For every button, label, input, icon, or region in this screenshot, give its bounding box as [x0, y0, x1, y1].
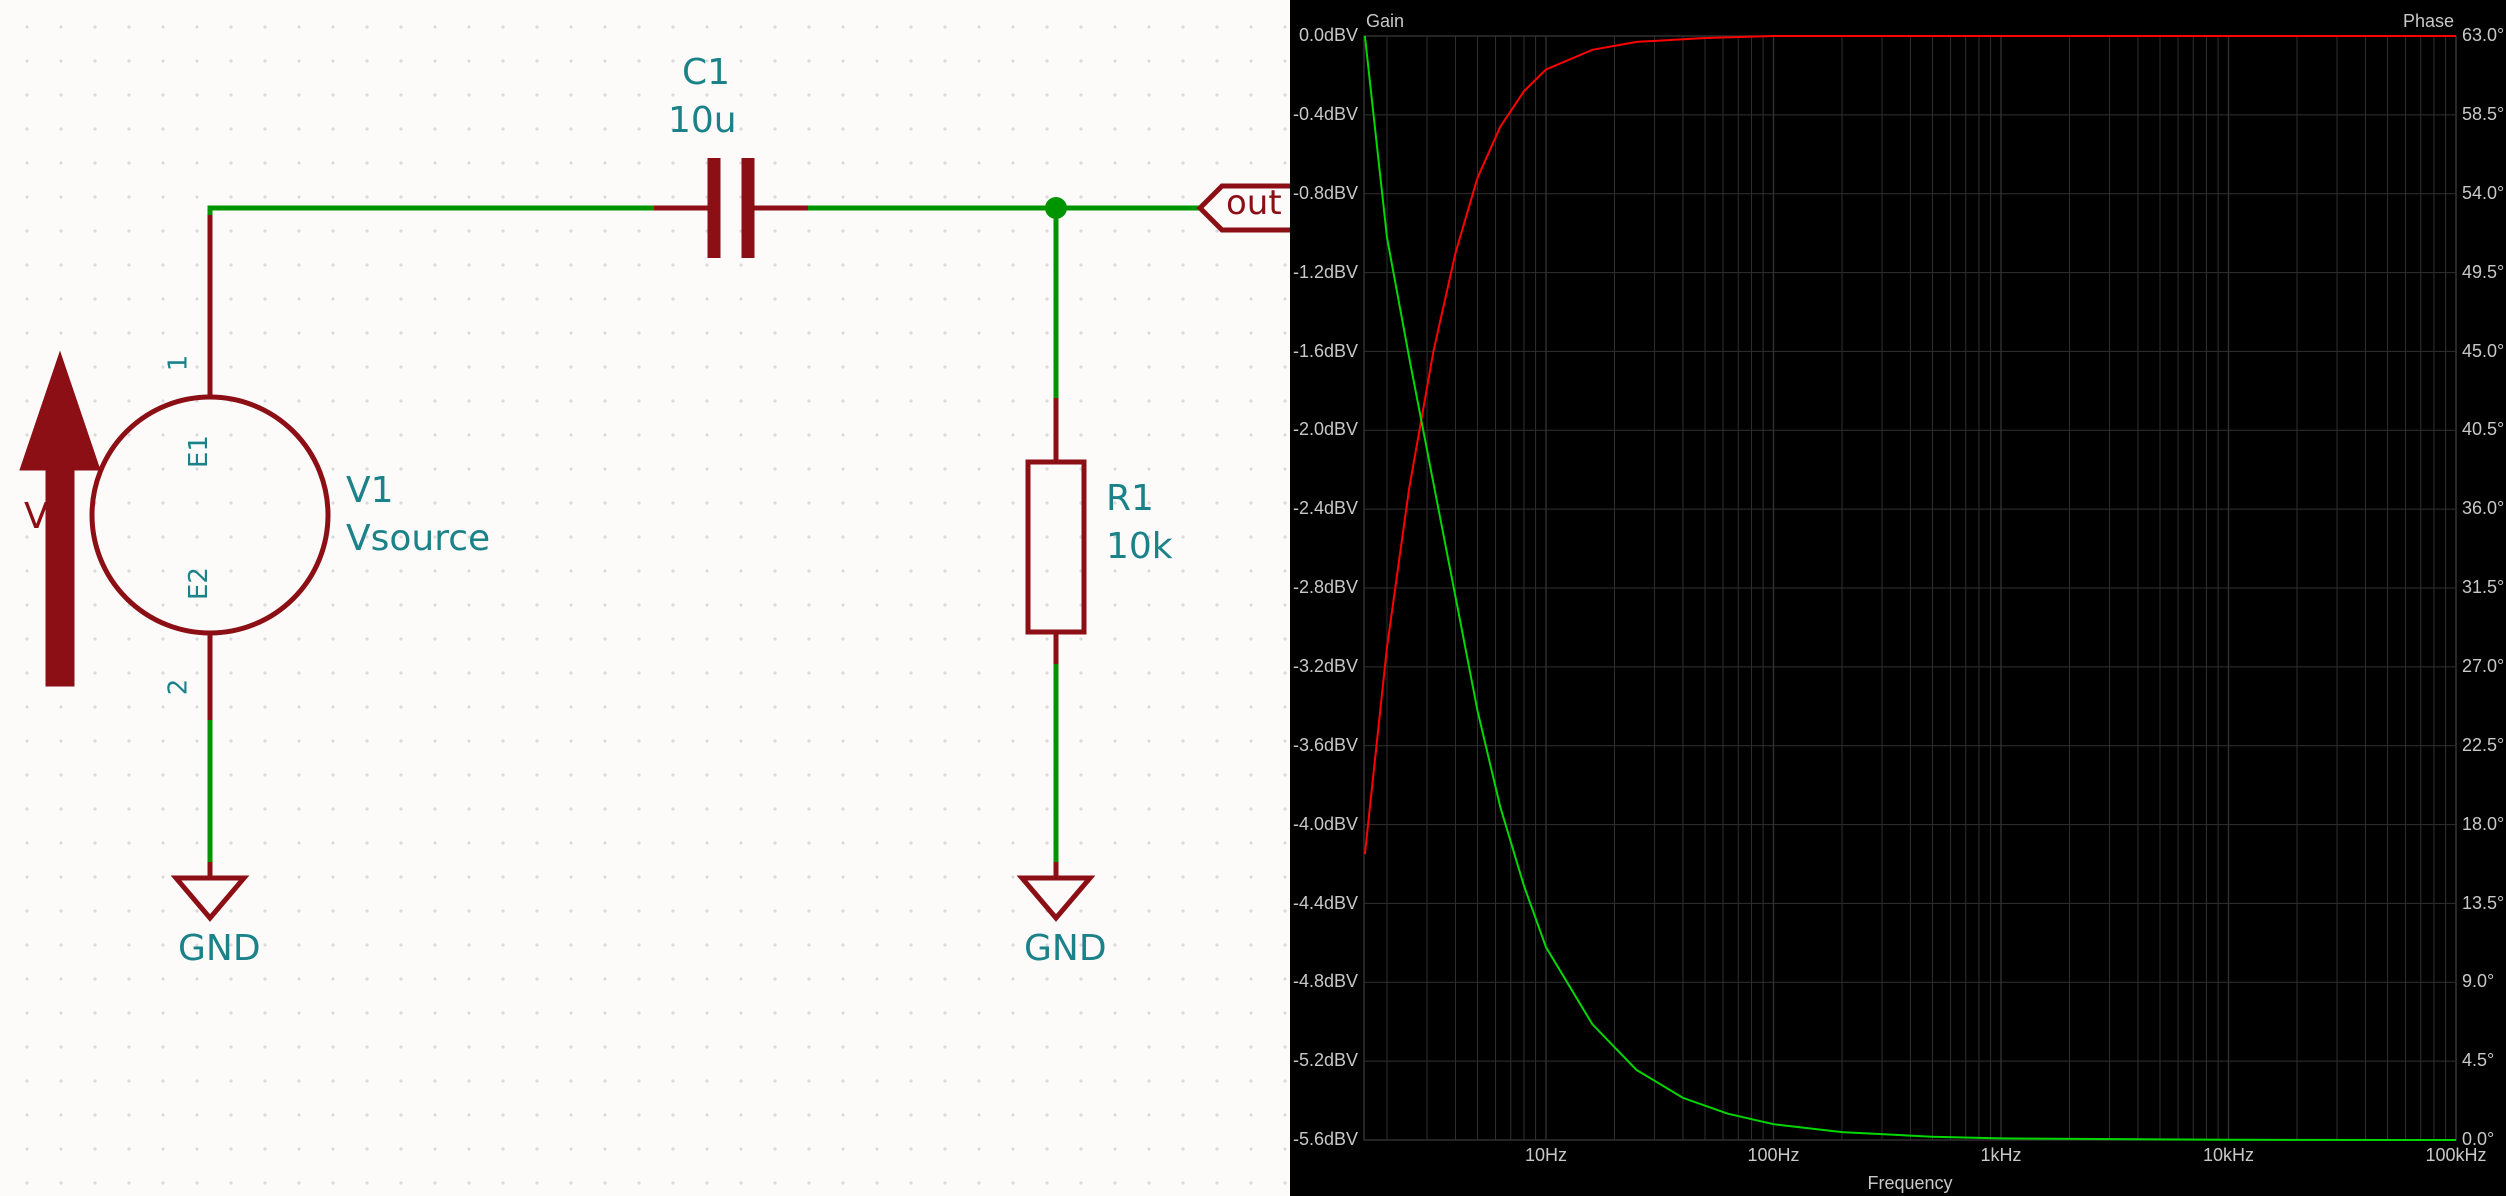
xl-100kHz: 100kHz	[2425, 1145, 2486, 1166]
gnd-left-symbol	[176, 862, 244, 918]
resistor-r1	[1028, 430, 1084, 664]
yr-9: 9.0°	[2462, 971, 2494, 992]
schematic-pane: C1 10u V1 Vsource R1 10k V out GND GND 1…	[0, 0, 1290, 1196]
yr-13.5: 13.5°	[2462, 893, 2504, 914]
yr-22.5: 22.5°	[2462, 735, 2504, 756]
plot-title-phase: Phase	[2403, 11, 2454, 32]
pin-e1: E1	[184, 435, 214, 468]
yl--2.8: -2.8dBV	[1293, 577, 1358, 598]
out-label-text: out	[1226, 183, 1282, 223]
yl--4.8: -4.8dBV	[1293, 971, 1358, 992]
junction-node	[1045, 197, 1067, 219]
yr-63: 63.0°	[2462, 25, 2504, 46]
xl-10Hz: 10Hz	[1525, 1145, 1567, 1166]
v1-ref: V1	[346, 470, 394, 511]
yl--3.6: -3.6dBV	[1293, 735, 1358, 756]
x-axis-label: Frequency	[1867, 1173, 1952, 1194]
yl--4: -4.0dBV	[1293, 814, 1358, 835]
yr-45: 45.0°	[2462, 341, 2504, 362]
yl--1.6: -1.6dBV	[1293, 341, 1358, 362]
yl--0.4: -0.4dBV	[1293, 104, 1358, 125]
yr-40.5: 40.5°	[2462, 419, 2504, 440]
pin-e2: E2	[184, 567, 214, 600]
c1-ref: C1	[682, 52, 730, 93]
gnd-left-text: GND	[178, 928, 261, 969]
plot-title-gain: Gain	[1366, 11, 1404, 32]
v1-value: Vsource	[346, 518, 490, 559]
r1-value: 10k	[1106, 526, 1173, 567]
yl--2.4: -2.4dBV	[1293, 498, 1358, 519]
yr-49.5: 49.5°	[2462, 262, 2504, 283]
yr-36: 36.0°	[2462, 498, 2504, 519]
yl--5.6: -5.6dBV	[1293, 1129, 1358, 1150]
capacitor-c1	[714, 158, 748, 258]
c1-value: 10u	[668, 100, 737, 141]
plot-pane: Gain Phase 0.0dBV -0.4dBV -0.8dBV -1.2dBV -1.6…	[1290, 0, 2506, 1196]
yr-54: 54.0°	[2462, 183, 2504, 204]
gnd-right-symbol	[1022, 862, 1090, 918]
yr-4.5: 4.5°	[2462, 1050, 2494, 1071]
bode-plot-svg	[1290, 0, 2506, 1196]
pin-2: 2	[163, 679, 193, 696]
r1-ref: R1	[1106, 478, 1154, 519]
yr-58.5: 58.5°	[2462, 104, 2504, 125]
yr-27: 27.0°	[2462, 656, 2504, 677]
yl--1.2: -1.2dBV	[1293, 262, 1358, 283]
xl-10kHz: 10kHz	[2203, 1145, 2254, 1166]
xl-100Hz: 100Hz	[1747, 1145, 1799, 1166]
yl-0: 0.0dBV	[1299, 25, 1358, 46]
yl--4.4: -4.4dBV	[1293, 893, 1358, 914]
yr-18: 18.0°	[2462, 814, 2504, 835]
yl--3.2: -3.2dBV	[1293, 656, 1358, 677]
gnd-right-text: GND	[1024, 928, 1107, 969]
yr-31.5: 31.5°	[2462, 577, 2504, 598]
yl--2: -2.0dBV	[1293, 419, 1358, 440]
xl-1kHz: 1kHz	[1980, 1145, 2021, 1166]
v-arrow-label: V	[24, 496, 49, 537]
yl--5.2: -5.2dBV	[1293, 1050, 1358, 1071]
pin-1: 1	[163, 355, 193, 372]
yl--0.8: -0.8dBV	[1293, 183, 1358, 204]
